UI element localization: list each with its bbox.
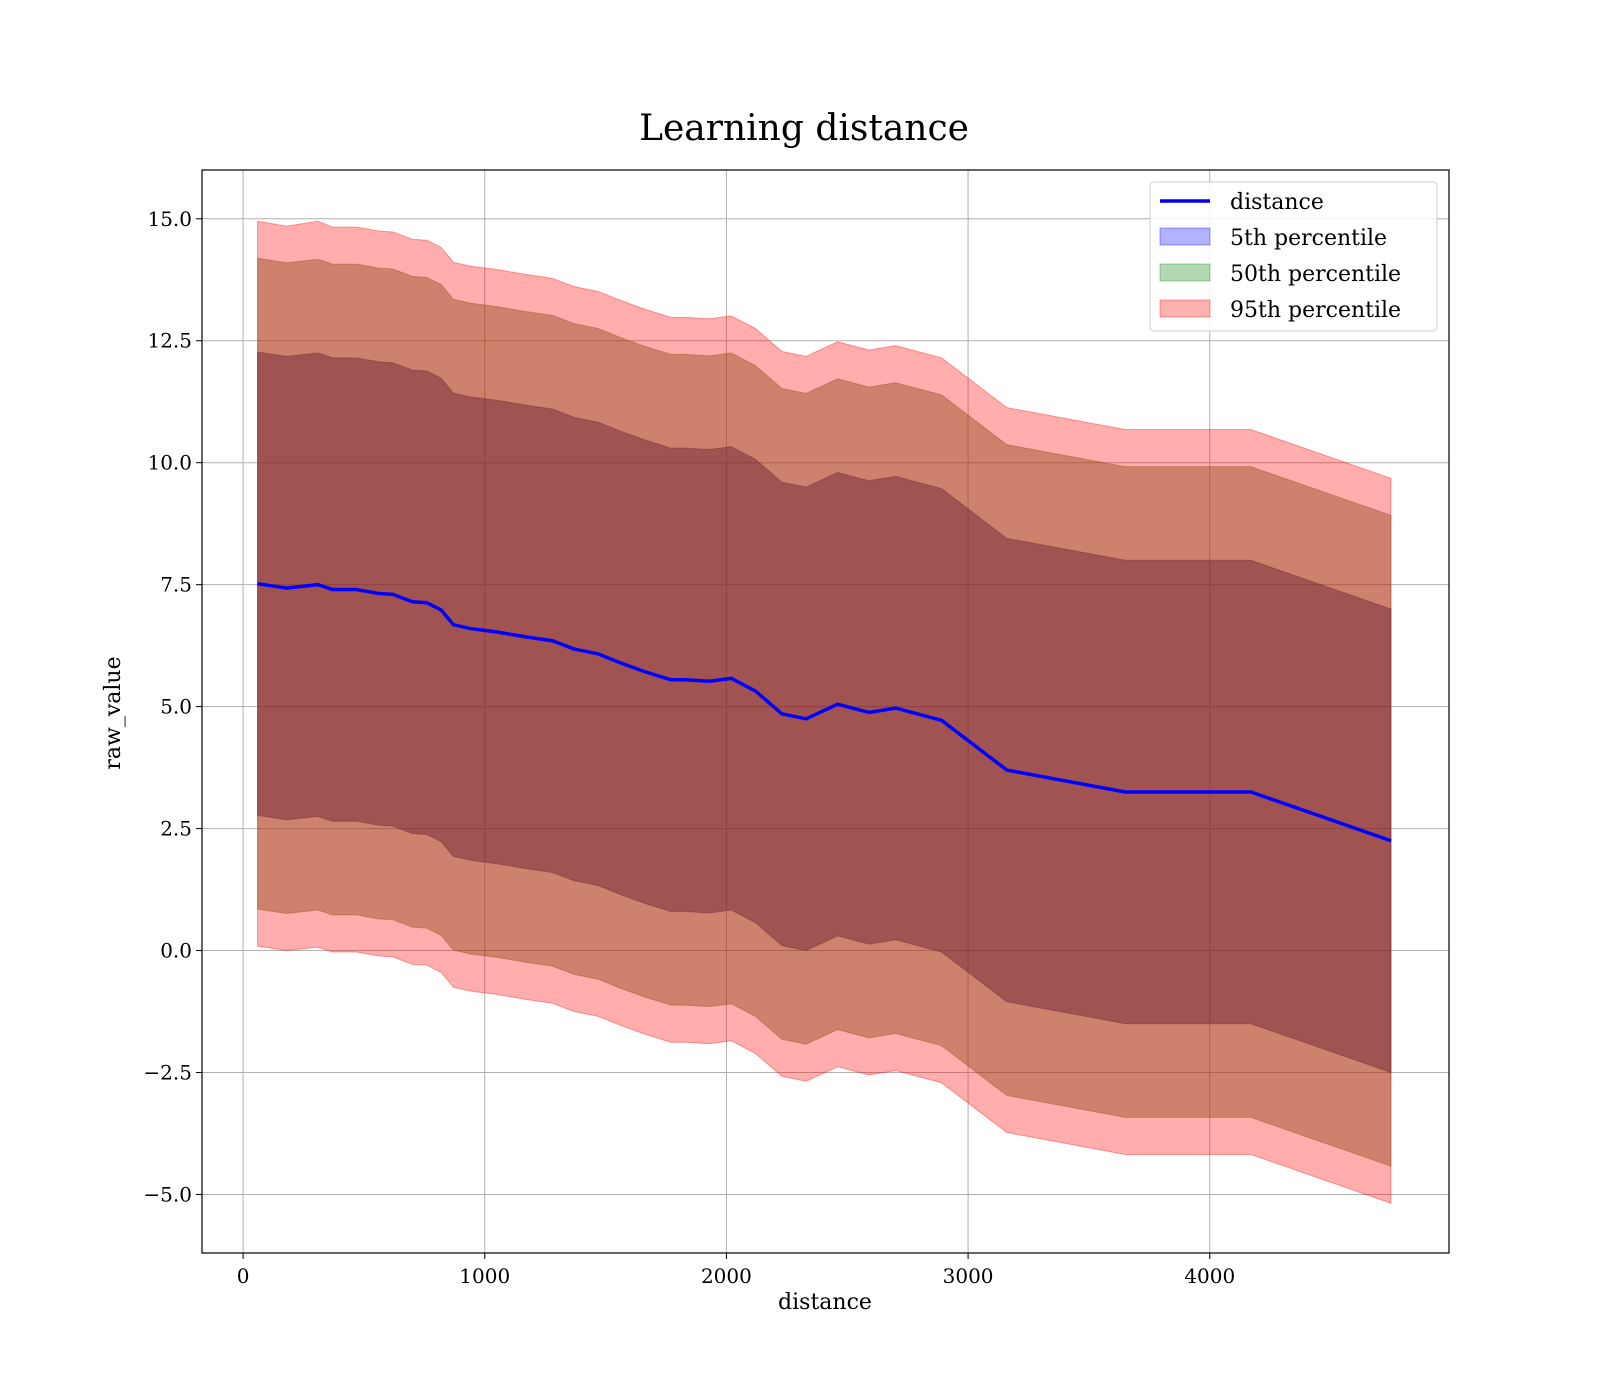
y-tick-label: 15.0 [147,207,192,231]
legend-label-p5: 5th percentile [1230,226,1387,251]
y-axis-ticks: −5.0 −2.5 0.0 2.5 5.0 7.5 10.0 12.5 15.0 [143,207,202,1206]
series-lines [257,581,1392,843]
series-line-distance [257,581,1392,843]
y-tick-label: 5.0 [160,695,192,719]
x-tick-label: 1000 [459,1264,510,1288]
x-tick-label: 3000 [943,1264,994,1288]
x-tick-label: 4000 [1184,1264,1235,1288]
y-tick-label: 2.5 [160,817,192,841]
y-tick-label: 7.5 [160,573,192,597]
y-axis-label: raw_value [101,656,126,769]
x-tick-label: 0 [237,1264,250,1288]
legend-label-p50: 50th percentile [1230,262,1401,287]
percentile-bands [257,220,1392,1204]
x-axis-label: distance [778,1290,872,1315]
legend-label-distance: distance [1230,190,1324,215]
y-tick-label: 10.0 [147,451,192,475]
legend-label-p95: 95th percentile [1230,298,1401,323]
y-tick-label: 0.0 [160,939,192,963]
plot-frame [201,169,1450,1254]
x-tick-label: 2000 [701,1264,752,1288]
grid [202,170,1449,1253]
legend: distance 5th percentile 50th percentile … [1149,181,1438,332]
legend-box [1149,181,1438,332]
y-tick-label: −5.0 [143,1182,192,1206]
x-axis-ticks: 0 1000 2000 3000 4000 [237,1253,1235,1288]
y-tick-label: 12.5 [147,329,192,353]
legend-swatch-p50 [1159,263,1211,282]
chart-title: Learning distance [639,108,969,149]
legend-swatch-p95 [1159,299,1211,318]
y-tick-label: −2.5 [143,1061,192,1085]
legend-swatch-p5 [1159,227,1211,246]
